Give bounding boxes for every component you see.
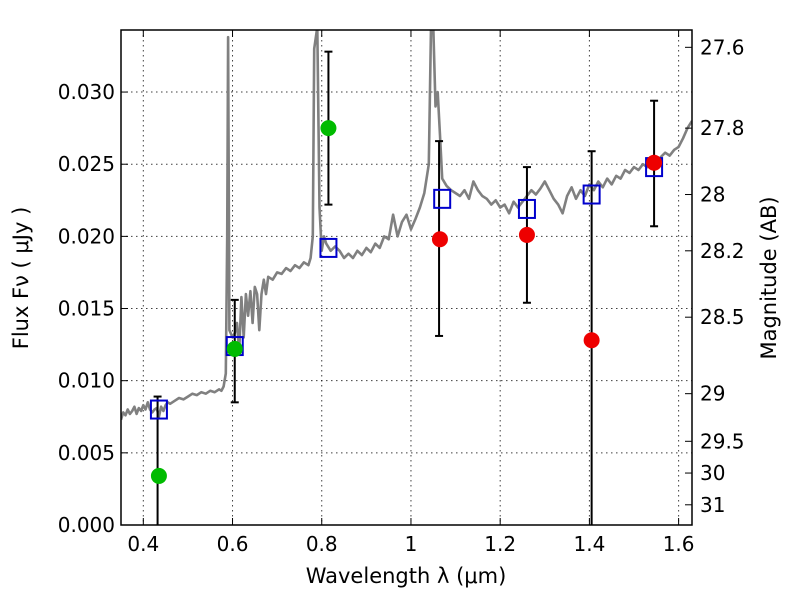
magnitude-tick-label: 28	[700, 183, 725, 207]
model-square	[319, 237, 338, 258]
detection-point	[150, 467, 167, 484]
x-tick-label: 1.6	[663, 532, 695, 556]
x-tick-label: 1.2	[484, 532, 516, 556]
model-square	[149, 399, 168, 420]
model-square	[582, 184, 601, 205]
magnitude-tick-label: 27.6	[700, 35, 745, 59]
upper-limit-point	[431, 231, 448, 248]
x-tick-label: 0.6	[217, 532, 249, 556]
y-tick-label: 0.030	[58, 80, 115, 104]
detection-points	[150, 120, 337, 484]
plot-frame	[120, 29, 693, 526]
x-tick-label: 0.4	[127, 532, 159, 556]
grid	[121, 30, 692, 526]
magnitude-tick-label: 30	[700, 461, 725, 485]
tick-labels: 0.4 0.6 0.8 1 1.2 1.4 1.6 0.000 0.005 0.010 0.015 0…	[58, 35, 745, 556]
magnitude-tick-label: 28.2	[700, 239, 745, 263]
detection-point	[226, 340, 243, 357]
detection-point	[320, 120, 337, 137]
upper-limit-points	[431, 154, 663, 349]
y-tick-label: 0.025	[58, 152, 115, 176]
spectrum-series	[121, 30, 692, 421]
magnitude-tick-label: 29.5	[700, 429, 745, 453]
spectrum-line	[121, 30, 692, 421]
y-axis-title: Flux Fν ( μJy )	[9, 207, 33, 350]
magnitude-axis-title: Magnitude (AB)	[757, 196, 781, 359]
magnitude-tick-label: 31	[700, 493, 725, 517]
y-tick-label: 0.000	[58, 513, 115, 537]
upper-limit-point	[583, 332, 600, 349]
y-tick-label: 0.020	[58, 224, 115, 248]
y-tick-label: 0.005	[58, 441, 115, 465]
upper-limit-point	[646, 154, 663, 171]
magnitude-tick-label: 29	[700, 382, 725, 406]
x-tick-label: 1.4	[573, 532, 605, 556]
ticks	[121, 30, 692, 526]
magnitude-tick-label: 28.5	[700, 305, 745, 329]
model-square	[517, 198, 536, 219]
y-tick-label: 0.010	[58, 369, 115, 393]
x-axis-title: Wavelength λ (μm)	[306, 564, 507, 588]
x-tick-label: 1	[405, 532, 418, 556]
y-tick-label: 0.015	[58, 297, 115, 321]
model-square	[433, 188, 452, 209]
magnitude-tick-label: 27.8	[700, 116, 745, 140]
x-tick-label: 0.8	[306, 532, 338, 556]
upper-limit-point	[518, 226, 535, 243]
